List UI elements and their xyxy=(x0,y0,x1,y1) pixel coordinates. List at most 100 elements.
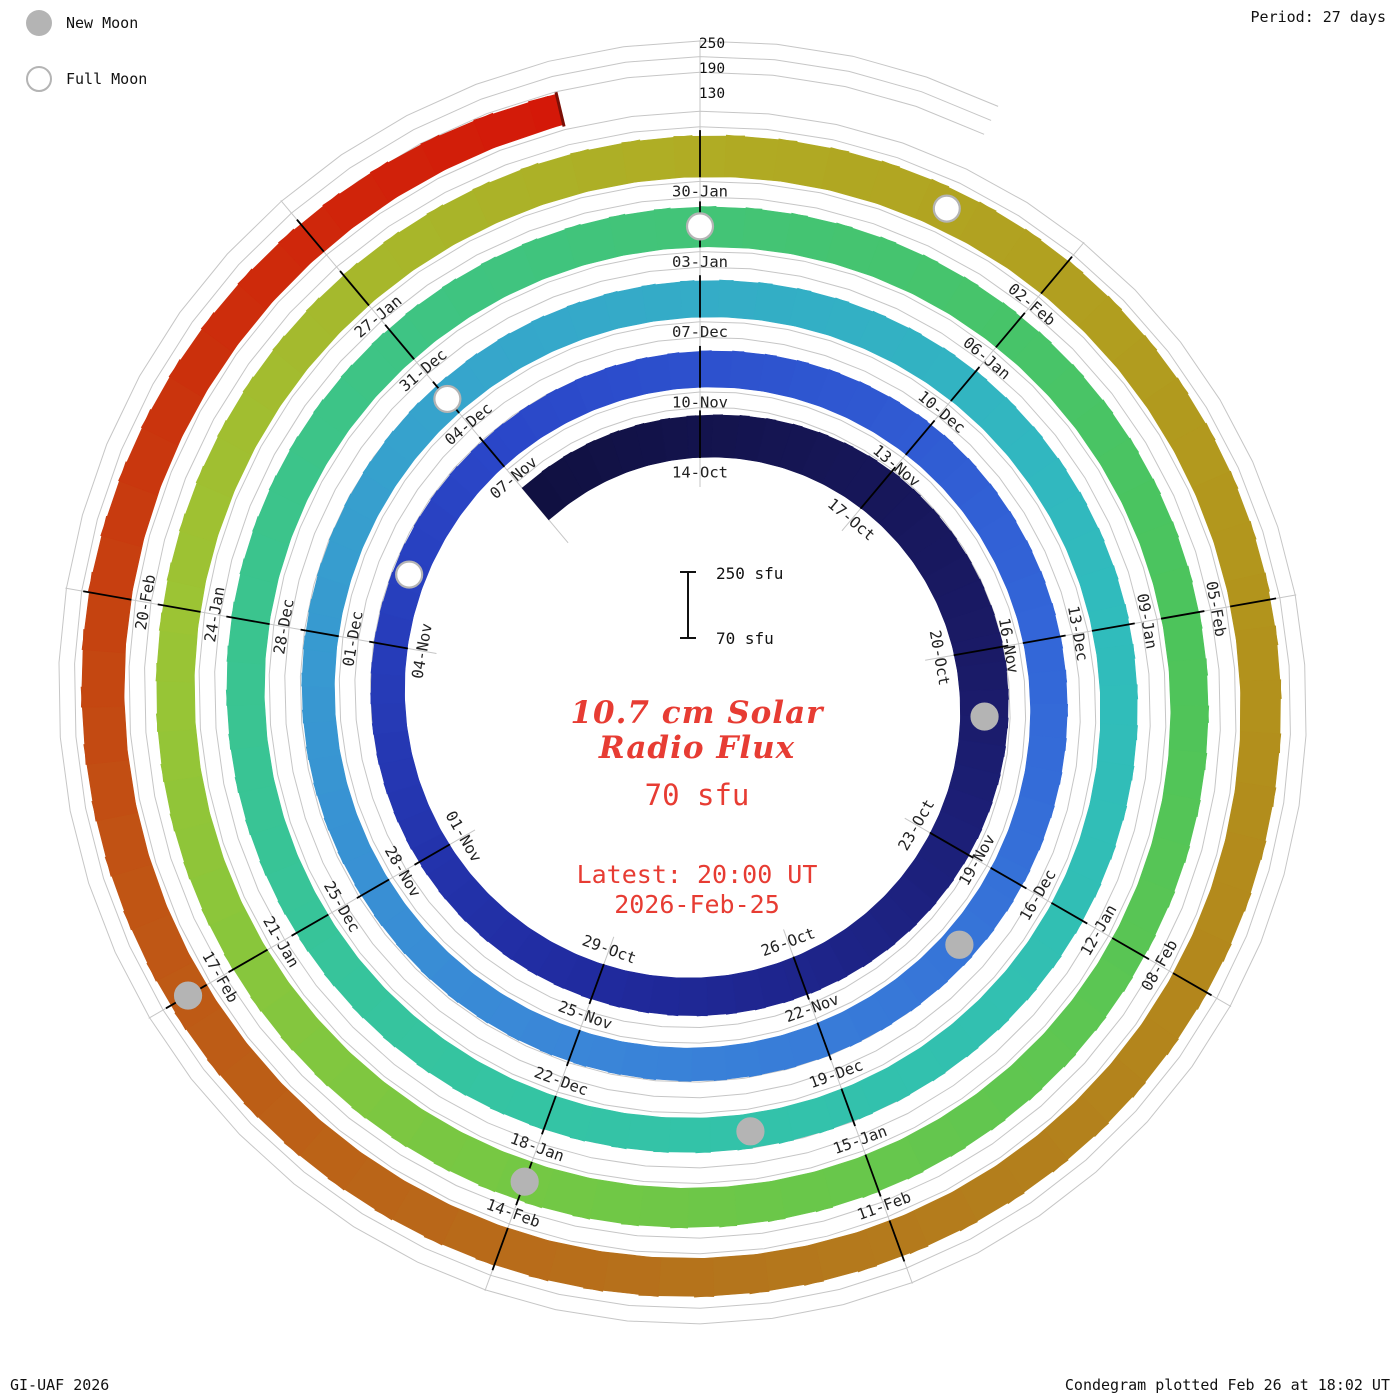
flux-band-segment xyxy=(926,810,983,865)
day-tick xyxy=(384,324,415,360)
full-moon-marker xyxy=(932,194,961,223)
legend-new-moon: New Moon xyxy=(26,8,147,38)
day-tick xyxy=(356,878,390,899)
day-tick xyxy=(414,843,451,866)
flux-band-segment xyxy=(861,893,918,951)
full-moon-icon xyxy=(26,66,52,92)
day-tick xyxy=(157,603,201,613)
day-tick xyxy=(339,270,370,307)
day-tick xyxy=(1172,972,1212,997)
day-tick xyxy=(1040,256,1073,295)
date-label: 20-Feb xyxy=(132,573,159,631)
date-label: 09-Jan xyxy=(1133,592,1160,650)
flux-band-segment xyxy=(841,455,901,514)
scale-bar-bottom-cap xyxy=(680,637,696,639)
new-moon-marker xyxy=(970,702,999,731)
latest-date: 2026-Feb-25 xyxy=(614,890,780,919)
full-moon-marker xyxy=(685,212,715,241)
flux-band-segment xyxy=(897,854,955,912)
day-tick xyxy=(83,590,132,601)
moon-legend: New Moon Full Moon xyxy=(26,8,147,120)
date-label: 20-Oct xyxy=(926,629,953,687)
scale-label-250: 250 sfu xyxy=(716,564,784,583)
chart-title: 10.7 cm Solar Radio Flux xyxy=(400,696,994,765)
flux-band-segment xyxy=(778,423,829,478)
scale-bar-stem xyxy=(687,571,689,639)
legend-full-moon: Full Moon xyxy=(26,64,147,94)
flux-band-segment xyxy=(878,488,940,547)
day-tick xyxy=(588,963,605,1005)
day-tick xyxy=(478,436,506,468)
full-moon-marker xyxy=(433,384,462,414)
new-moon-icon xyxy=(26,10,52,36)
full-moon-marker xyxy=(395,560,424,589)
current-flux-value: 70 sfu xyxy=(644,778,750,812)
date-label: 24-Jan xyxy=(201,585,228,643)
day-tick xyxy=(1022,634,1066,644)
day-tick xyxy=(369,640,409,650)
new-moon-marker xyxy=(173,981,203,1010)
day-tick xyxy=(1230,597,1277,608)
chart-title-line1: 10.7 cm Solar xyxy=(570,695,824,731)
period-label: Period: 27 days xyxy=(1250,8,1386,26)
day-tick xyxy=(792,956,810,1000)
day-tick xyxy=(491,1227,509,1271)
flux-band-segment xyxy=(910,530,972,586)
plotted-note: Condegram plotted Feb 26 at 18:02 UT xyxy=(1064,1376,1390,1394)
day-tick xyxy=(990,867,1027,890)
flux-band-segment xyxy=(521,465,573,521)
day-tick xyxy=(1091,622,1135,632)
new-moon-marker xyxy=(736,1117,765,1146)
latest-time: Latest: 20:00 UT xyxy=(576,860,818,889)
day-tick xyxy=(226,615,270,626)
date-label: 13-Dec xyxy=(1064,604,1091,662)
day-tick xyxy=(995,312,1026,348)
day-tick xyxy=(300,628,339,638)
date-label: 05-Feb xyxy=(1202,580,1229,638)
date-label: 04-Nov xyxy=(408,622,435,680)
flux-band-segment xyxy=(880,874,937,932)
flux-band-segment xyxy=(821,442,878,500)
day-tick xyxy=(840,1088,856,1127)
radial-axis-label-130: 130 xyxy=(698,86,726,102)
day-tick xyxy=(1050,902,1088,925)
flux-gridline-250 xyxy=(58,40,1307,1325)
radial-axis-label-250: 250 xyxy=(698,36,726,52)
spiral-end-cap xyxy=(554,91,566,127)
day-tick xyxy=(859,466,897,510)
new-moon-marker xyxy=(945,930,974,959)
date-label: 10-Nov xyxy=(672,393,728,411)
day-tick xyxy=(929,831,974,859)
day-tick xyxy=(950,366,981,402)
chart-title-line2: Radio Flux xyxy=(598,729,796,766)
day-tick xyxy=(864,1154,882,1197)
flux-gridline-190 xyxy=(74,56,1291,1309)
new-moon-label: New Moon xyxy=(66,14,139,32)
day-tick xyxy=(541,1095,557,1135)
date-label: 28-Dec xyxy=(270,597,297,655)
date-label: 14-Oct xyxy=(672,464,728,482)
day-tick xyxy=(291,913,329,937)
day-tick xyxy=(816,1022,832,1061)
date-label: 30-Jan xyxy=(672,183,728,201)
scale-label-70: 70 sfu xyxy=(716,629,774,648)
latest-reading: Latest: 20:00 UT 2026-Feb-25 xyxy=(400,860,994,920)
flux-band-segment xyxy=(541,451,591,507)
day-tick xyxy=(565,1029,581,1067)
day-tick xyxy=(296,219,325,253)
radial-spoke xyxy=(280,200,569,544)
radial-axis-label-190: 190 xyxy=(698,61,726,77)
scale-bar-top-cap xyxy=(680,571,696,573)
credit: GI-UAF 2026 xyxy=(10,1376,110,1394)
date-label: 07-Dec xyxy=(672,323,728,341)
day-tick xyxy=(228,948,268,973)
new-moon-marker xyxy=(510,1167,539,1196)
date-label: 01-Dec xyxy=(339,610,366,668)
full-moon-label: Full Moon xyxy=(66,70,148,88)
day-tick xyxy=(905,419,936,456)
flux-band-segment xyxy=(800,431,854,488)
day-tick xyxy=(1160,610,1205,620)
flux-band-segment xyxy=(937,787,993,840)
day-tick xyxy=(888,1220,906,1262)
